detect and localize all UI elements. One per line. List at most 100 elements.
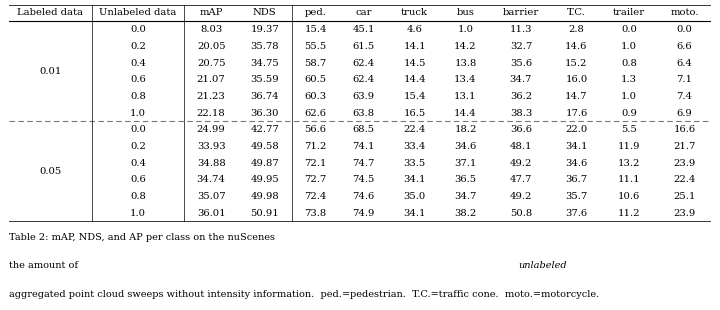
Text: 34.1: 34.1 — [403, 175, 426, 184]
Text: 35.59: 35.59 — [251, 75, 279, 84]
Text: 10.6: 10.6 — [618, 192, 640, 201]
Text: 36.7: 36.7 — [565, 175, 588, 184]
Text: 36.74: 36.74 — [251, 92, 279, 101]
Text: 33.93: 33.93 — [197, 142, 225, 151]
Text: 13.1: 13.1 — [454, 92, 477, 101]
Text: 49.87: 49.87 — [251, 159, 279, 168]
Text: 36.5: 36.5 — [454, 175, 477, 184]
Text: 50.91: 50.91 — [251, 209, 279, 218]
Text: 11.1: 11.1 — [618, 175, 640, 184]
Text: 0.0: 0.0 — [130, 25, 146, 34]
Text: 16.6: 16.6 — [673, 125, 696, 134]
Text: 23.9: 23.9 — [673, 159, 696, 168]
Text: 48.1: 48.1 — [510, 142, 532, 151]
Text: 32.7: 32.7 — [510, 42, 532, 51]
Text: 62.4: 62.4 — [353, 75, 375, 84]
Text: bus: bus — [456, 8, 474, 17]
Text: 21.23: 21.23 — [197, 92, 225, 101]
Text: 0.9: 0.9 — [621, 108, 637, 118]
Text: 14.5: 14.5 — [403, 59, 426, 68]
Text: T.C.: T.C. — [567, 8, 586, 17]
Text: 1.0: 1.0 — [130, 108, 146, 118]
Text: 0.6: 0.6 — [130, 175, 146, 184]
Text: 74.6: 74.6 — [353, 192, 375, 201]
Text: 13.8: 13.8 — [454, 59, 477, 68]
Text: 0.01: 0.01 — [39, 67, 61, 76]
Text: 74.5: 74.5 — [353, 175, 375, 184]
Text: 0.6: 0.6 — [130, 75, 146, 84]
Text: 19.37: 19.37 — [251, 25, 279, 34]
Text: unlabeled: unlabeled — [518, 261, 567, 270]
Text: truck: truck — [401, 8, 428, 17]
Text: 1.3: 1.3 — [621, 75, 637, 84]
Text: 49.2: 49.2 — [510, 159, 532, 168]
Text: 45.1: 45.1 — [353, 25, 375, 34]
Text: 72.7: 72.7 — [305, 175, 327, 184]
Text: 37.6: 37.6 — [565, 209, 588, 218]
Text: 42.77: 42.77 — [251, 125, 279, 134]
Text: 7.1: 7.1 — [677, 75, 693, 84]
Text: 0.0: 0.0 — [677, 25, 693, 34]
Text: 1.0: 1.0 — [130, 209, 146, 218]
Text: 68.5: 68.5 — [353, 125, 375, 134]
Text: 35.0: 35.0 — [403, 192, 426, 201]
Text: NDS: NDS — [253, 8, 276, 17]
Text: the amount of: the amount of — [9, 261, 81, 270]
Text: 36.01: 36.01 — [197, 209, 225, 218]
Text: 36.2: 36.2 — [510, 92, 532, 101]
Text: 34.6: 34.6 — [565, 159, 588, 168]
Text: 22.4: 22.4 — [673, 175, 696, 184]
Text: 14.1: 14.1 — [403, 42, 426, 51]
Text: 63.9: 63.9 — [353, 92, 375, 101]
Text: 47.7: 47.7 — [510, 175, 532, 184]
Text: 8.03: 8.03 — [200, 25, 222, 34]
Text: 55.5: 55.5 — [305, 42, 327, 51]
Text: 14.6: 14.6 — [565, 42, 588, 51]
Text: 36.6: 36.6 — [510, 125, 532, 134]
Text: 21.07: 21.07 — [197, 75, 225, 84]
Text: 16.5: 16.5 — [403, 108, 426, 118]
Text: 0.2: 0.2 — [130, 142, 146, 151]
Text: 2.8: 2.8 — [568, 25, 585, 34]
Text: Labeled data: Labeled data — [17, 8, 84, 17]
Text: 61.5: 61.5 — [353, 42, 375, 51]
Text: 16.0: 16.0 — [565, 75, 588, 84]
Text: 58.7: 58.7 — [305, 59, 327, 68]
Text: 13.4: 13.4 — [454, 75, 477, 84]
Text: 35.7: 35.7 — [565, 192, 588, 201]
Text: 6.9: 6.9 — [677, 108, 693, 118]
Text: 0.8: 0.8 — [621, 59, 637, 68]
Text: 20.75: 20.75 — [197, 59, 225, 68]
Text: 7.4: 7.4 — [677, 92, 693, 101]
Text: 0.8: 0.8 — [130, 192, 146, 201]
Text: 35.6: 35.6 — [510, 59, 532, 68]
Text: 34.88: 34.88 — [197, 159, 225, 168]
Text: 37.1: 37.1 — [454, 159, 477, 168]
Text: 24.99: 24.99 — [197, 125, 225, 134]
Text: 14.4: 14.4 — [454, 108, 477, 118]
Text: 0.2: 0.2 — [130, 42, 146, 51]
Text: 49.2: 49.2 — [510, 192, 532, 201]
Text: 60.5: 60.5 — [305, 75, 327, 84]
Text: 5.5: 5.5 — [621, 125, 637, 134]
Text: 34.74: 34.74 — [197, 175, 225, 184]
Text: 0.0: 0.0 — [621, 25, 637, 34]
Text: ped.: ped. — [305, 8, 327, 17]
Text: 34.75: 34.75 — [251, 59, 279, 68]
Text: Unlabeled data: Unlabeled data — [99, 8, 177, 17]
Text: 1.0: 1.0 — [621, 92, 637, 101]
Text: 18.2: 18.2 — [454, 125, 477, 134]
Text: 14.4: 14.4 — [403, 75, 426, 84]
Text: 0.05: 0.05 — [39, 167, 61, 176]
Text: 0.4: 0.4 — [130, 59, 146, 68]
Text: 1.0: 1.0 — [621, 42, 637, 51]
Text: 73.8: 73.8 — [305, 209, 327, 218]
Text: 34.7: 34.7 — [454, 192, 477, 201]
Text: 74.9: 74.9 — [353, 209, 375, 218]
Text: Table 2: mAP, NDS, and AP per class on the nuScenes: Table 2: mAP, NDS, and AP per class on t… — [9, 233, 278, 242]
Text: 38.3: 38.3 — [510, 108, 532, 118]
Text: 62.4: 62.4 — [353, 59, 375, 68]
Text: 11.2: 11.2 — [618, 209, 640, 218]
Text: 11.9: 11.9 — [618, 142, 640, 151]
Text: 22.18: 22.18 — [197, 108, 225, 118]
